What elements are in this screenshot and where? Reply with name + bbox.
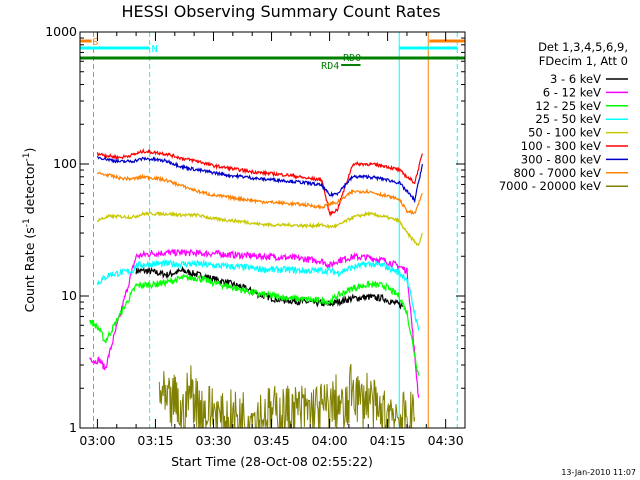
x-tick-label: 03:45: [254, 433, 290, 448]
y-tick-label: 1: [69, 420, 77, 435]
x-tick-label: 03:30: [195, 433, 231, 448]
x-tick-label: 03:15: [137, 433, 173, 448]
legend-header-line-1: Det 1,3,4,5,6,9,: [538, 40, 628, 54]
series-line-4: [96, 258, 420, 331]
legend-label: 100 - 300 keV: [521, 139, 601, 153]
legend-label: 7000 - 20000 keV: [499, 179, 601, 193]
flag-rd4-label: RD4: [321, 61, 339, 72]
y-tick-label: 100: [53, 156, 77, 171]
vertical-markers: [80, 32, 458, 428]
legend-label: 25 - 50 keV: [535, 112, 601, 126]
legend-label: 300 - 800 keV: [521, 152, 601, 166]
flag-s-label: S: [92, 37, 98, 48]
observing-flags: S N RD0 RD4: [80, 37, 465, 72]
y-axis: 1 10 100 1000: [45, 24, 465, 435]
legend-label: 12 - 25 keV: [535, 99, 601, 113]
x-tick-label: 03:00: [79, 433, 115, 448]
plot-frame: [79, 31, 466, 429]
series-line-8: [96, 171, 423, 216]
legend-label: 6 - 12 keV: [543, 85, 601, 99]
flag-rd0-label: RD0: [343, 53, 361, 64]
series-line-7: [96, 155, 423, 204]
series-line-2: [89, 248, 420, 398]
x-tick-label: 04:15: [370, 433, 406, 448]
series-line-9: [158, 363, 416, 428]
x-axis: 03:00 03:15 03:30 03:45 04:00 04:15 04:30: [79, 32, 466, 448]
y-tick-label: 10: [61, 288, 77, 303]
series-line-3: [89, 273, 420, 376]
chart-title: HESSI Observing Summary Count Rates: [121, 2, 440, 21]
flag-n-label: N: [152, 44, 158, 55]
x-axis-label: Start Time (28-Oct-08 02:55:22): [171, 454, 373, 469]
legend: Det 1,3,4,5,6,9, FDecim 1, Att 0 3 - 6 k…: [499, 40, 628, 193]
x-tick-label: 04:00: [312, 433, 348, 448]
footer-date: 13-Jan-2010 11:07: [561, 468, 636, 477]
y-axis-label: Count Rate (s-1 detector-1): [22, 148, 37, 313]
legend-label: 50 - 100 keV: [528, 126, 601, 140]
legend-label: 3 - 6 keV: [550, 72, 601, 86]
series-line-6: [96, 147, 423, 217]
legend-label: 800 - 7000 keV: [513, 166, 601, 180]
y-tick-label: 1000: [45, 24, 77, 39]
series-line-1: [135, 265, 404, 310]
legend-header-line-2: FDecim 1, Att 0: [539, 54, 628, 68]
x-tick-label: 04:30: [428, 433, 464, 448]
series-line-5: [96, 210, 423, 247]
series-group: [89, 147, 423, 428]
